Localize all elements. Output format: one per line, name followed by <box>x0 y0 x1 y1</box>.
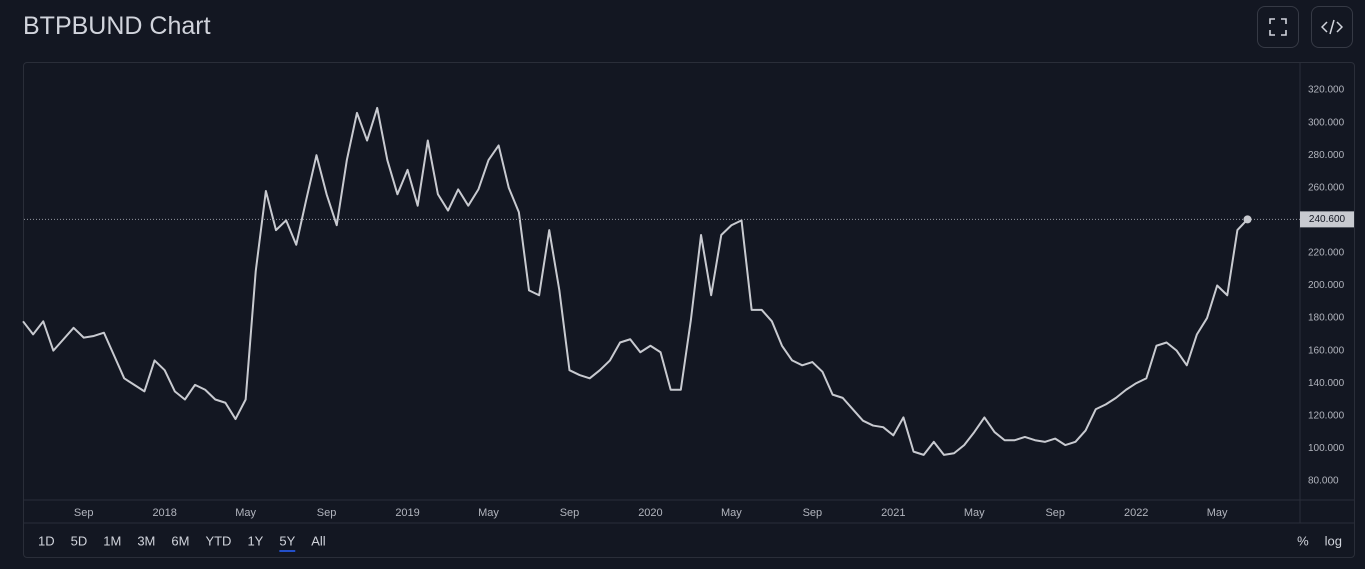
y-tick-label: 120.000 <box>1308 410 1345 421</box>
y-tick-label: 140.000 <box>1308 378 1345 389</box>
range-button[interactable]: 5D <box>71 533 88 548</box>
range-button[interactable]: 3M <box>137 533 155 548</box>
y-tick-label: 80.000 <box>1308 476 1339 487</box>
scale-button[interactable]: log <box>1325 533 1342 548</box>
chart-frame <box>23 62 1355 558</box>
range-button[interactable]: 5Y <box>279 533 295 548</box>
range-button[interactable]: 1D <box>38 533 55 548</box>
y-tick-label: 220.000 <box>1308 248 1345 259</box>
x-tick-label: Sep <box>74 507 94 519</box>
x-tick-label: 2020 <box>638 507 662 519</box>
last-price-tag <box>1300 211 1354 228</box>
x-tick-label: 2019 <box>395 507 419 519</box>
range-button[interactable]: 1M <box>103 533 121 548</box>
x-tick-label: Sep <box>317 507 337 519</box>
x-tick-label: 2018 <box>152 507 176 519</box>
y-tick-label: 160.000 <box>1308 345 1345 356</box>
x-tick-label: May <box>235 507 256 519</box>
fullscreen-icon <box>1269 18 1287 36</box>
x-tick-label: Sep <box>1045 507 1065 519</box>
y-tick-label: 100.000 <box>1308 443 1345 454</box>
x-tick-label: 2021 <box>881 507 905 519</box>
price-line <box>22 106 1249 456</box>
last-price-dot <box>1243 215 1252 224</box>
embed-button[interactable] <box>1311 6 1353 48</box>
embed-icon <box>1321 19 1343 35</box>
range-button[interactable]: 1Y <box>247 533 263 548</box>
y-tick-label: 180.000 <box>1308 313 1345 324</box>
x-tick-label: 2022 <box>1124 507 1148 519</box>
fullscreen-button[interactable] <box>1257 6 1299 48</box>
range-button[interactable]: YTD <box>205 533 231 548</box>
x-tick-label: Sep <box>803 507 823 519</box>
last-price-label: 240.600 <box>1309 214 1346 225</box>
x-tick-label: Sep <box>560 507 580 519</box>
y-tick-label: 300.000 <box>1308 117 1345 128</box>
range-button[interactable]: All <box>311 533 326 548</box>
range-button[interactable]: 6M <box>171 533 189 548</box>
scale-button[interactable]: % <box>1297 533 1309 548</box>
y-tick-label: 200.000 <box>1308 280 1345 291</box>
x-tick-label: May <box>1207 507 1228 519</box>
x-tick-label: May <box>478 507 499 519</box>
x-tick-label: May <box>964 507 985 519</box>
x-tick-label: May <box>721 507 742 519</box>
y-tick-label: 320.000 <box>1308 85 1345 96</box>
y-tick-label: 280.000 <box>1308 150 1345 161</box>
y-tick-label: 260.000 <box>1308 182 1345 193</box>
chart-title: BTPBUND Chart <box>23 12 211 40</box>
